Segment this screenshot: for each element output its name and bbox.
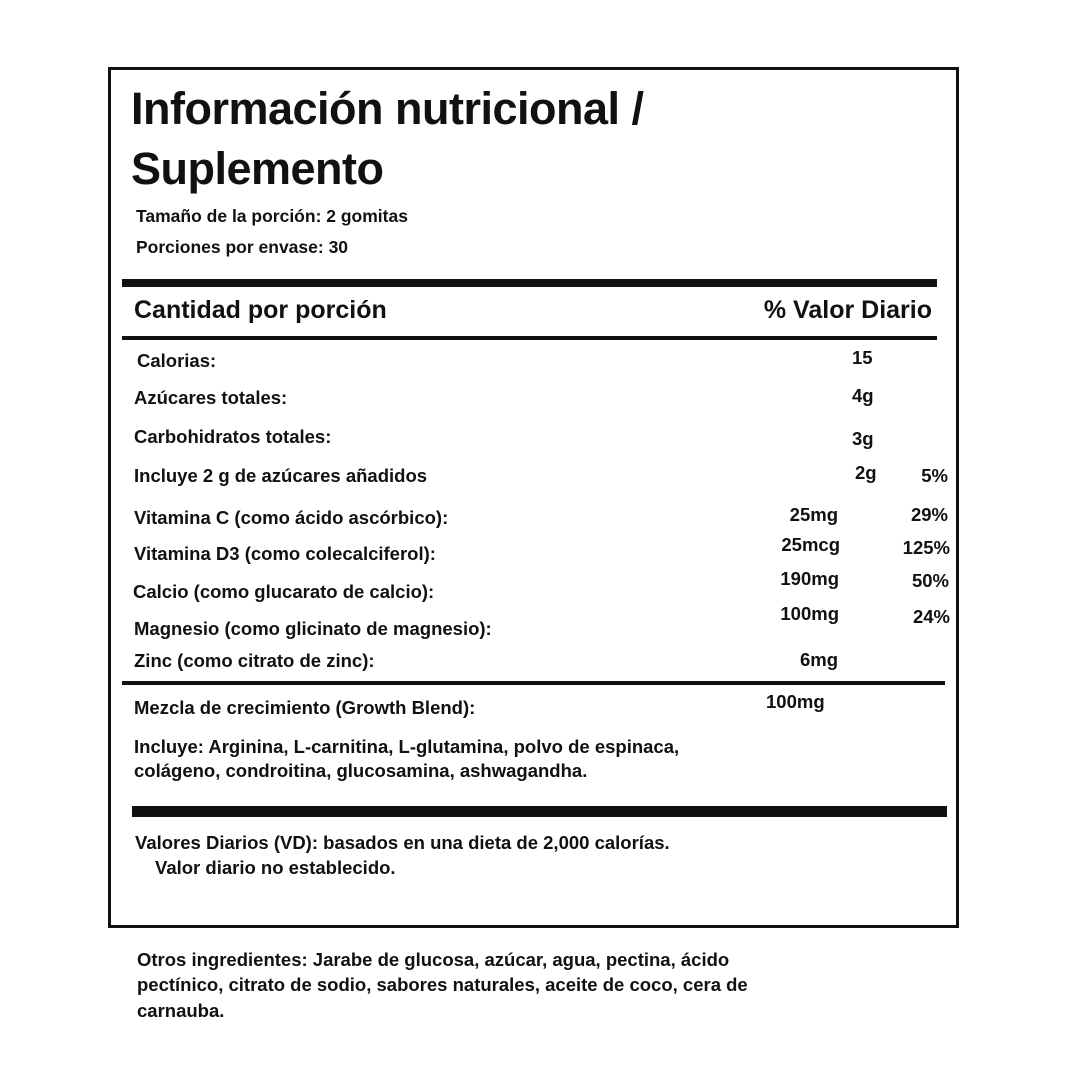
other-ingredients-3: carnauba. (137, 1000, 225, 1021)
growth-blend-amount: 100mg (766, 691, 825, 712)
serving-size: Tamaño de la porción: 2 gomitas (136, 206, 408, 226)
nutrient-label: Zinc (como citrato de zinc): (134, 650, 375, 671)
nutrient-amount: 25mcg (781, 534, 840, 555)
nutrient-amount: 3g (852, 428, 874, 449)
nutrient-label: Carbohidratos totales: (134, 426, 332, 447)
no-daily-value-note: Valor diario no establecido. (155, 857, 396, 878)
nutrition-facts-panel (108, 67, 959, 928)
nutrient-amount: 100mg (780, 603, 839, 624)
nutrient-dv: 5% (921, 465, 948, 486)
title-line-2: Suplemento (131, 143, 384, 194)
nutrient-label: Magnesio (como glicinato de magnesio): (134, 618, 492, 639)
nutrient-label: Vitamina C (como ácido ascórbico): (134, 507, 449, 528)
growth-blend-includes-2: colágeno, condroitina, glucosamina, ashw… (134, 760, 588, 781)
divider (122, 681, 945, 685)
nutrient-label: Calcio (como glucarato de calcio): (133, 581, 435, 602)
nutrient-amount: 190mg (780, 568, 839, 589)
growth-blend-includes-1: Incluye: Arginina, L-carnitina, L-glutam… (134, 736, 680, 757)
servings-per-container: Porciones por envase: 30 (136, 237, 349, 257)
other-ingredients-1: Otros ingredientes: Jarabe de glucosa, a… (137, 949, 730, 970)
daily-value-header: % Valor Diario (763, 296, 932, 324)
daily-value-note: Valores Diarios (VD): basados en una die… (135, 832, 670, 853)
nutrient-amount: 4g (852, 385, 874, 406)
amount-per-serving-header: Cantidad por porción (134, 296, 387, 324)
growth-blend-label: Mezcla de crecimiento (Growth Blend): (134, 697, 476, 718)
other-ingredients-2: pectínico, citrato de sodio, sabores nat… (137, 974, 748, 995)
nutrient-label: Vitamina D3 (como colecalciferol): (134, 543, 436, 564)
nutrient-amount: 6mg (799, 649, 838, 670)
nutrient-dv: 24% (912, 606, 950, 627)
nutrient-amount: 15 (852, 347, 873, 368)
title-line-1: Información nutricional / (131, 83, 644, 134)
nutrient-dv: 125% (902, 537, 950, 558)
divider (122, 336, 937, 340)
thick-divider (132, 806, 947, 817)
nutrient-amount: 25mg (789, 504, 838, 525)
nutrient-dv: 50% (911, 570, 949, 591)
nutrient-dv: 29% (910, 504, 948, 525)
thick-divider (122, 279, 937, 287)
nutrient-amount: 2g (855, 462, 877, 483)
nutrient-label: Incluye 2 g de azúcares añadidos (134, 465, 428, 486)
nutrient-label: Azúcares totales: (134, 387, 288, 408)
nutrient-label: Calorias: (137, 350, 217, 371)
